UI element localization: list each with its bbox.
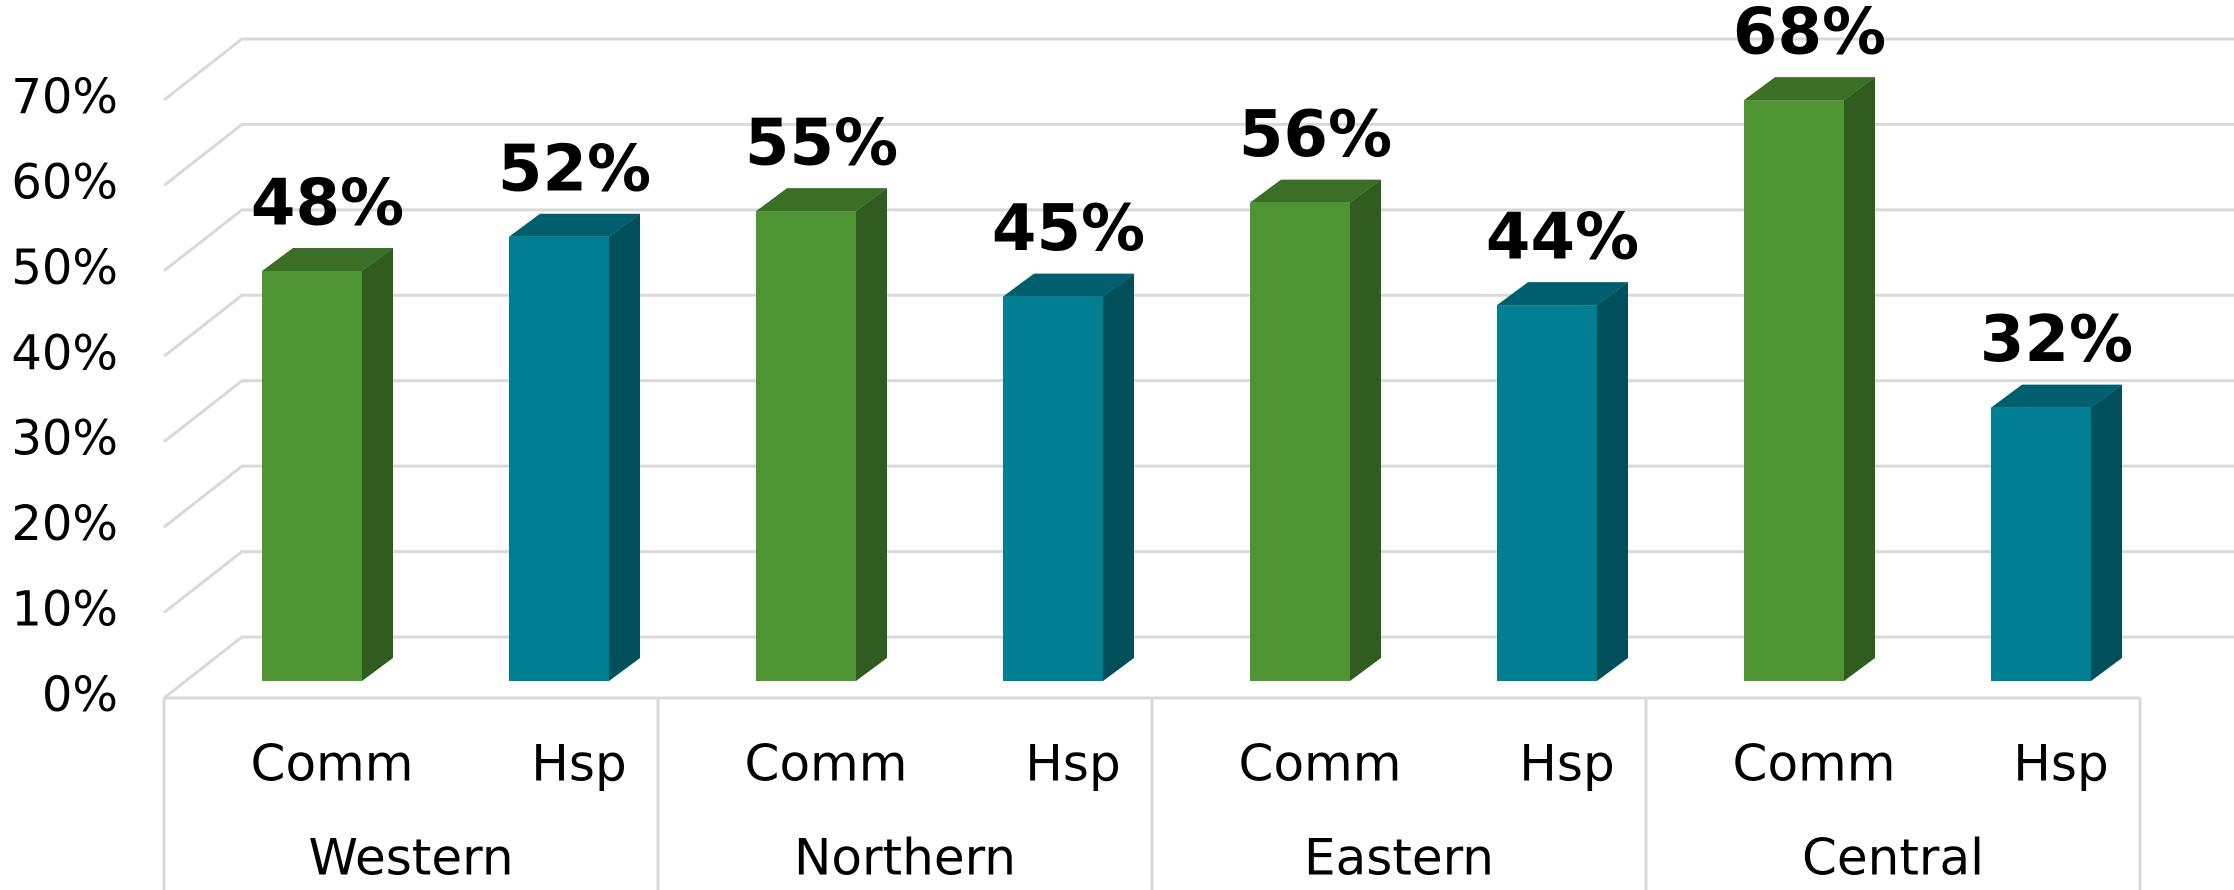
data-label: 32% — [1980, 303, 2133, 377]
bar-front — [756, 211, 856, 681]
grid-line — [163, 635, 2234, 700]
grid-line — [163, 550, 2234, 614]
x-tick-label: Hsp — [531, 735, 626, 793]
data-label: 48% — [251, 167, 404, 241]
bar-top — [1991, 384, 2122, 408]
bar-side — [856, 188, 887, 681]
bar-side — [1597, 282, 1628, 681]
data-label: 68% — [1733, 0, 1886, 70]
bar-top — [756, 188, 887, 212]
y-tick-label: 50% — [11, 240, 118, 296]
x-tick-label: Hsp — [1025, 735, 1120, 793]
bar — [1250, 179, 1381, 681]
bar-front — [1497, 305, 1597, 681]
bar-side — [609, 213, 640, 681]
bar — [756, 188, 887, 681]
bar — [1991, 384, 2122, 681]
x-tick-label: Hsp — [1519, 735, 1614, 793]
grid-line — [163, 122, 2234, 187]
bar — [1744, 77, 1875, 682]
group-label: Central — [1802, 829, 1984, 887]
data-label: 52% — [498, 132, 651, 206]
bar-top — [1744, 77, 1875, 101]
y-tick-label: 10% — [11, 582, 118, 638]
data-label: 56% — [1239, 98, 1392, 172]
bar-top — [1003, 273, 1134, 297]
x-tick-label: Comm — [1239, 735, 1402, 793]
bar-side — [2091, 384, 2122, 681]
y-tick-label: 70% — [11, 69, 118, 125]
bar — [1003, 273, 1134, 681]
data-label: 44% — [1486, 201, 1639, 275]
grid-line — [163, 379, 2234, 443]
bar-front — [1003, 296, 1103, 681]
data-label: 55% — [745, 107, 898, 181]
grid-line — [163, 208, 2234, 273]
x-tick-label: Hsp — [2013, 735, 2108, 793]
bar-side — [1103, 273, 1134, 681]
bar-top — [509, 213, 640, 237]
x-tick-label: Comm — [745, 735, 908, 793]
grid-line — [163, 37, 2234, 102]
grid-line — [163, 464, 2234, 529]
bar-front — [509, 236, 609, 681]
bar — [1497, 282, 1628, 681]
bar-side — [1350, 179, 1381, 681]
bar-front — [1250, 202, 1350, 681]
bar-top — [1250, 179, 1381, 203]
bar — [509, 213, 640, 681]
bar-front — [262, 270, 362, 681]
y-tick-label: 20% — [11, 496, 118, 552]
bar-front — [1744, 100, 1844, 682]
y-tick-label: 30% — [11, 411, 118, 467]
y-tick-label: 40% — [11, 325, 118, 381]
group-label: Western — [308, 829, 513, 887]
y-tick-label: 60% — [11, 154, 118, 210]
grid-line — [163, 293, 2234, 358]
y-tick-label: 0% — [42, 667, 118, 723]
bar-side — [1844, 77, 1875, 682]
bar-side — [362, 247, 393, 681]
group-label: Northern — [794, 829, 1016, 887]
x-tick-label: Comm — [1733, 735, 1896, 793]
bar — [262, 247, 393, 681]
x-tick-label: Comm — [251, 735, 414, 793]
bar-front — [1991, 407, 2091, 681]
bar-top — [1497, 282, 1628, 306]
bar-top — [262, 247, 393, 271]
group-label: Eastern — [1304, 829, 1494, 887]
data-label: 45% — [992, 192, 1145, 266]
